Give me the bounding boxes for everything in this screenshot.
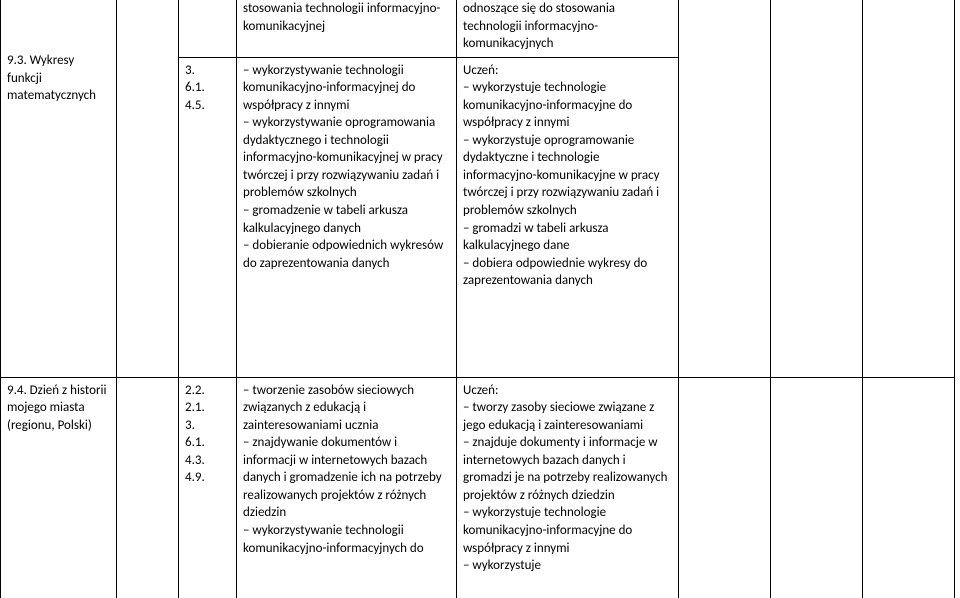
table-row: 9.4. Dzień z historii mojego miasta (reg… [1, 377, 955, 598]
cell-codes: 2.2.2.1.3.6.1.4.3.4.9. [179, 377, 237, 598]
cell-content: – wykorzystywanie technologii komunikacy… [237, 57, 457, 377]
cell-outcome: Uczeń:– wykorzystuje technologie komunik… [457, 57, 679, 377]
cell-f [679, 0, 771, 377]
cell-b [117, 0, 179, 377]
document-page: 9.3. Wykresy funkcji matematycznych stos… [0, 0, 960, 598]
cell-topic: 9.3. Wykresy funkcji matematycznych [1, 0, 117, 377]
cell-f [679, 377, 771, 598]
curriculum-table: 9.3. Wykresy funkcji matematycznych stos… [0, 0, 955, 598]
cell-topic: 9.4. Dzień z historii mojego miasta (reg… [1, 377, 117, 598]
cell-h [863, 0, 955, 377]
cell-outcome: odnoszące się do stosowania technologii … [457, 0, 679, 57]
cell-content: stosowania technologii informacyjno-komu… [237, 0, 457, 57]
cell-content: – tworzenie zasobów sieciowych związanyc… [237, 377, 457, 598]
cell-codes: 3.6.1.4.5. [179, 57, 237, 377]
cell-outcome: Uczeń:– tworzy zasoby sieciowe związane … [457, 377, 679, 598]
cell-g [771, 0, 863, 377]
table-row: 9.3. Wykresy funkcji matematycznych stos… [1, 0, 955, 57]
cell-b [117, 377, 179, 598]
cell-codes [179, 0, 237, 57]
cell-h [863, 377, 955, 598]
cell-g [771, 377, 863, 598]
